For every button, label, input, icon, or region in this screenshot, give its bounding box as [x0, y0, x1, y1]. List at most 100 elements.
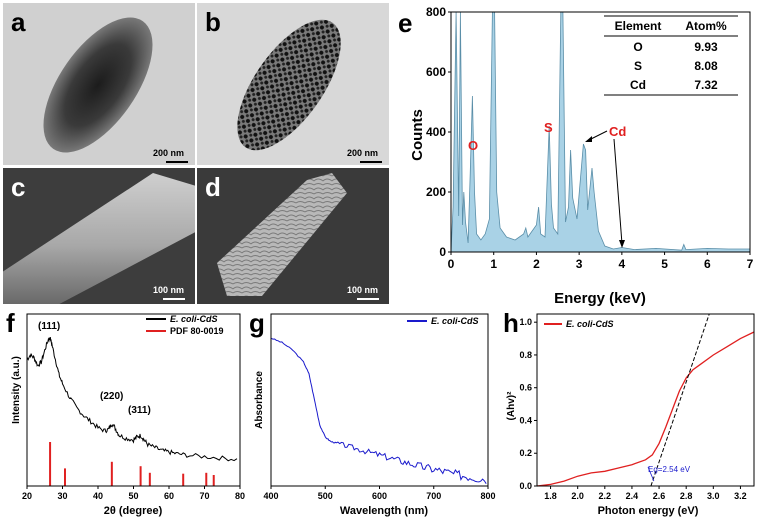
- f-xtick-label: 70: [199, 491, 209, 501]
- h-xlabel: Photon energy (eV): [598, 505, 699, 517]
- eds-chart: 0 1 2 3 4 5 6 7 0 200 400 600 800 Counts Energy (keV…: [409, 5, 754, 307]
- tem-image-b: b 200 nm: [197, 3, 389, 165]
- e-xtick-label: 7: [747, 257, 754, 271]
- h-xtick-label: 3.0: [707, 491, 720, 501]
- scale-bar-d: [357, 298, 379, 300]
- tauc-eg-pointer: [647, 466, 655, 482]
- table-cell: S: [634, 59, 642, 73]
- panel-label-c: c: [11, 172, 26, 202]
- g-xtick-label: 800: [480, 491, 495, 501]
- g-xtick-label: 400: [263, 491, 278, 501]
- h-ytick-label: 0.0: [519, 481, 532, 491]
- g-frame: [270, 313, 489, 487]
- h-ytick-label: 1.0: [519, 317, 532, 327]
- e-ytick-label: 800: [426, 5, 446, 19]
- e-ytick-label: 0: [439, 245, 446, 259]
- tauc-tangent-line: [650, 313, 710, 487]
- f-xtick-label: 20: [22, 491, 32, 501]
- table-cell: 9.93: [694, 40, 718, 54]
- f-legend-series: E. coli-CdS: [170, 314, 218, 324]
- panel-label-d: d: [205, 172, 221, 202]
- eds-spectrum-area: [450, 11, 751, 253]
- e-xlabel: Energy (keV): [554, 290, 646, 307]
- panel-label-g: g: [249, 308, 265, 338]
- g-xtick-label: 500: [318, 491, 333, 501]
- uvvis-chart: 400 500 600 700 800 Absorbance Wavelength (n…: [254, 313, 496, 517]
- table-cell: O: [633, 40, 642, 54]
- e-xtick-label: 5: [661, 257, 668, 271]
- e-ytick-label: 600: [426, 65, 446, 79]
- tem-a-svg: [3, 3, 195, 165]
- tauc-series-line: [536, 331, 755, 487]
- scale-bar-c: [163, 298, 185, 300]
- panel-label-b: b: [205, 7, 221, 37]
- scale-text-b: 200 nm: [347, 148, 379, 158]
- h-ylabel: (Ahv)²: [506, 391, 517, 421]
- panel-label-a: a: [11, 7, 26, 37]
- f-annot-111: (111): [38, 321, 60, 332]
- scale-bar-a: [166, 161, 188, 163]
- table-cell: Cd: [630, 78, 646, 92]
- e-xtick-label: 2: [533, 257, 540, 271]
- h-xtick-label: 2.0: [571, 491, 584, 501]
- e-xtick-label: 0: [448, 257, 455, 271]
- f-xtick-label: 60: [164, 491, 174, 501]
- scale-bar-b: [360, 161, 382, 163]
- g-legend: E. coli-CdS: [407, 316, 479, 326]
- e-ytick-label: 400: [426, 125, 446, 139]
- sem-cell-c: [3, 173, 195, 304]
- f-annot-311: (311): [128, 405, 151, 416]
- tauc-chart: 1.8 2.0 2.2 2.4 2.6 2.8 3.0 3.2 0.0 0.2 0.4 0.6 0.8 1…: [506, 313, 755, 517]
- h-xtick-label: 2.2: [599, 491, 612, 501]
- h-annot-eg: Eg=2.54 eV: [648, 465, 691, 474]
- f-legend-ref: PDF 80-0019: [170, 326, 224, 336]
- f-xtick-label: 80: [235, 491, 245, 501]
- bacterium-shape-b: [237, 19, 341, 151]
- h-xtick-label: 1.8: [544, 491, 557, 501]
- h-xtick-label: 2.6: [653, 491, 666, 501]
- tem-image-a: a 200 nm: [3, 3, 195, 165]
- f-xtick-label: 30: [57, 491, 67, 501]
- e-annot-o: O: [468, 138, 478, 153]
- sem-image-d: d 100 nm: [197, 168, 389, 304]
- e-annot-cd: Cd: [609, 124, 626, 139]
- h-frame: [536, 313, 755, 487]
- g-legend-series: E. coli-CdS: [431, 316, 479, 326]
- h-ytick-label: 0.2: [519, 448, 532, 458]
- h-xtick-label: 3.2: [734, 491, 747, 501]
- g-xtick-label: 600: [372, 491, 387, 501]
- e-xtick-label: 6: [704, 257, 711, 271]
- h-ytick-label: 0.8: [519, 350, 532, 360]
- f-ylabel: Intensity (a.u.): [11, 356, 22, 424]
- xrd-series-line: [26, 337, 238, 462]
- tem-b-svg: [197, 3, 389, 165]
- panel-label-e: e: [398, 8, 413, 38]
- f-xtick-label: 40: [93, 491, 103, 501]
- table-cell: 8.08: [694, 59, 718, 73]
- g-ylabel: Absorbance: [254, 371, 265, 429]
- e-xtick-label: 4: [619, 257, 626, 271]
- atom-table: Element Atom% O 9.93 S 8.08 Cd 7.32: [604, 15, 738, 96]
- sem-d-svg: [197, 168, 389, 304]
- f-xlabel: 2θ (degree): [104, 505, 163, 517]
- sem-image-c: c 100 nm: [3, 168, 195, 304]
- e-annot-s: S: [544, 120, 553, 135]
- e-arrowhead-cd1: [585, 136, 592, 142]
- h-legend: E. coli-CdS: [544, 319, 614, 329]
- bacterium-shape: [43, 17, 153, 153]
- f-annot-220: (220): [100, 391, 123, 402]
- table-header-atom: Atom%: [685, 19, 727, 33]
- e-arrowhead-cd2: [619, 240, 625, 248]
- scale-text-d: 100 nm: [347, 285, 379, 295]
- e-xtick-label: 3: [576, 257, 583, 271]
- h-xtick-label: 2.8: [680, 491, 693, 501]
- e-ytick-label: 200: [426, 185, 446, 199]
- xrd-chart: 20 30 40 50 60 70 80 Intensity (a.u.) 2θ (degr…: [11, 313, 245, 517]
- panel-label-f: f: [6, 308, 15, 338]
- sem-cell-d: [217, 173, 347, 296]
- h-ytick-label: 0.4: [519, 415, 532, 425]
- f-xtick-label: 50: [128, 491, 138, 501]
- sem-c-svg: [3, 168, 195, 304]
- h-legend-series: E. coli-CdS: [566, 319, 614, 329]
- f-frame: [26, 313, 241, 487]
